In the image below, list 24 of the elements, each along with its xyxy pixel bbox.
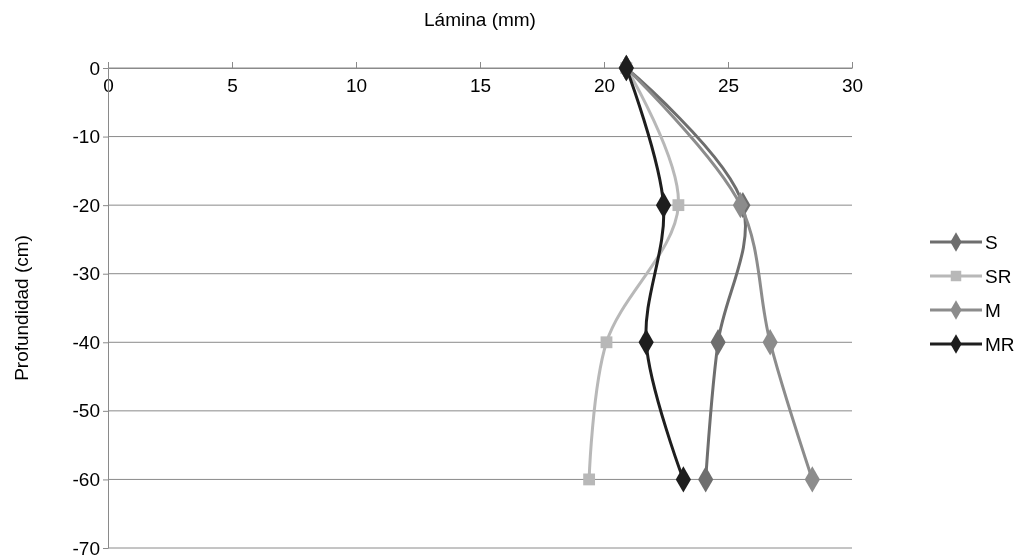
y-tick-label: -40: [72, 331, 100, 353]
legend-label: SR: [985, 266, 1012, 287]
legend-label: MR: [985, 334, 1015, 355]
point: [583, 473, 596, 486]
x-tick-label: 20: [593, 74, 616, 96]
x-tick-label: 5: [227, 74, 238, 96]
point: [600, 336, 613, 349]
y-tick-label: -50: [72, 400, 100, 422]
x-axis-title: Lámina (mm): [424, 9, 536, 30]
x-tick-label: 25: [717, 74, 740, 96]
x-tick-label: 0: [103, 74, 114, 96]
x-tick-label: 10: [345, 74, 368, 96]
x-tick-label: 30: [841, 74, 864, 96]
legend-label: S: [985, 232, 998, 253]
y-tick-label: -70: [72, 537, 100, 557]
y-axis-title: Profundidad (cm): [11, 235, 32, 381]
y-tick-label: 0: [89, 57, 100, 79]
legend-label: M: [985, 300, 1001, 321]
y-tick-label: -10: [72, 126, 100, 148]
y-tick-label: -30: [72, 263, 100, 285]
y-tick-label: -60: [72, 469, 100, 491]
y-tick-label: -20: [72, 194, 100, 216]
x-tick-label: 15: [469, 74, 492, 96]
point: [672, 199, 685, 212]
